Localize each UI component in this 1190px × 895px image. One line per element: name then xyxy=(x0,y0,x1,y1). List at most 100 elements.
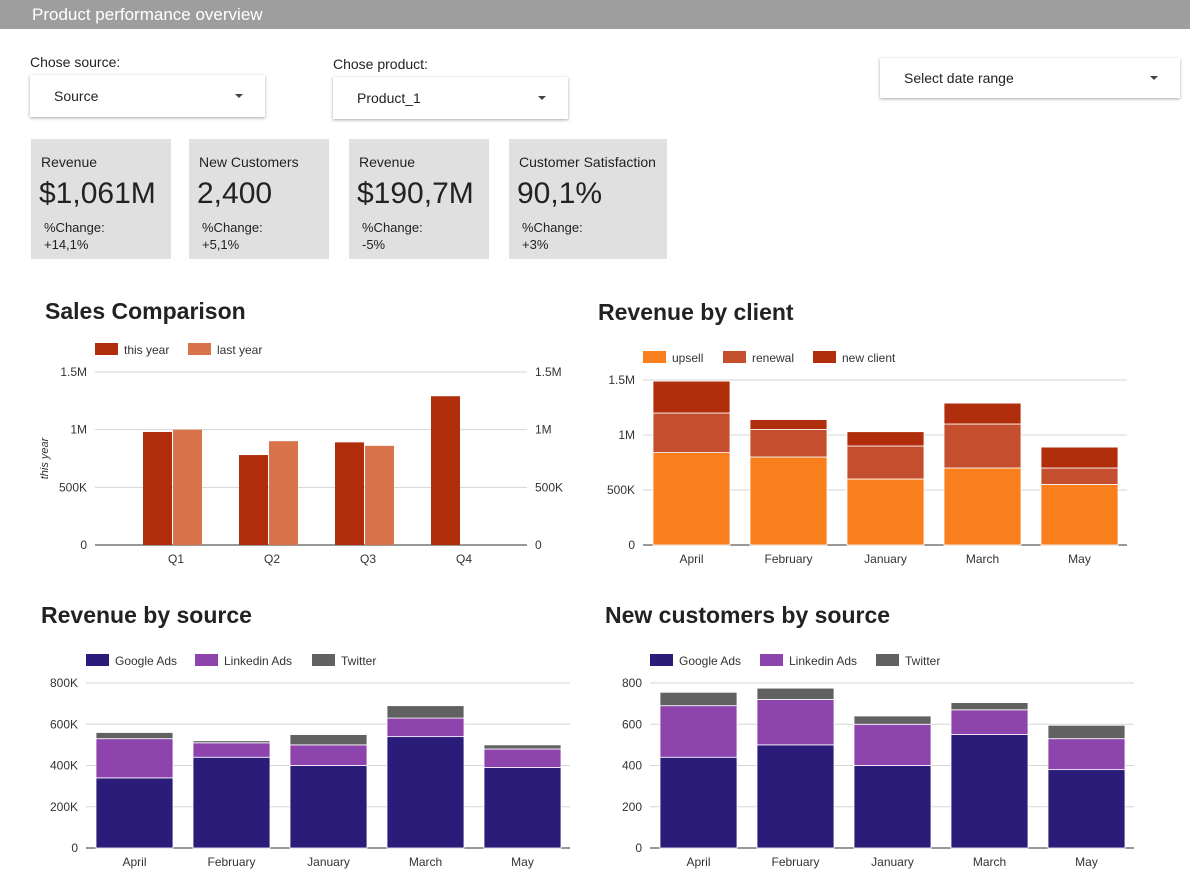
x-tick-label: January xyxy=(864,552,907,566)
bar-segment xyxy=(1047,769,1126,849)
kpi-value: 2,400 xyxy=(197,177,273,210)
y-tick-label: 500K xyxy=(607,483,635,497)
y-tick-label: 0 xyxy=(71,841,78,855)
kpi-value: $190,7M xyxy=(357,177,474,210)
bar-segment xyxy=(853,723,932,766)
kpi-change-value: +5,1% xyxy=(202,237,240,252)
y-tick-label: 0 xyxy=(628,538,635,552)
page-title: Product performance overview xyxy=(32,5,263,24)
date-range-dropdown[interactable]: Select date range xyxy=(880,58,1180,98)
bar-segment xyxy=(659,691,738,707)
bar-segment xyxy=(659,705,738,758)
legend-swatch xyxy=(723,351,746,363)
product-dropdown[interactable]: Product_1 xyxy=(333,77,568,119)
bar xyxy=(365,445,394,545)
bar-segment xyxy=(659,756,738,849)
bar-segment xyxy=(749,419,828,430)
x-tick-label: Q2 xyxy=(264,552,280,566)
x-tick-label: May xyxy=(1075,855,1098,869)
bar-segment xyxy=(483,744,562,750)
kpi-change-value: -5% xyxy=(362,237,386,252)
legend-swatch xyxy=(188,343,211,355)
bar-segment xyxy=(846,478,925,546)
x-tick-label: May xyxy=(511,855,534,869)
kpi-card-new-customers: New Customers 2,400 %Change: +5,1% xyxy=(189,139,329,259)
bar-segment xyxy=(943,467,1022,546)
y-right-tick-label: 1M xyxy=(535,423,552,437)
kpi-change-label: %Change: xyxy=(522,220,583,235)
bar xyxy=(239,455,268,545)
legend-swatch xyxy=(760,654,783,666)
y-tick-label: 500K xyxy=(59,480,87,494)
new-customers-by-source-title: New customers by source xyxy=(605,602,891,628)
legend-swatch xyxy=(312,654,335,666)
x-tick-label: January xyxy=(307,855,350,869)
bar-segment xyxy=(483,767,562,849)
y-tick-label: 1M xyxy=(70,423,87,437)
revenue-by-source-title: Revenue by source xyxy=(41,602,252,628)
kpi-value: 90,1% xyxy=(517,177,603,210)
legend-label: Linkedin Ads xyxy=(789,654,857,668)
legend-label: this year xyxy=(124,343,169,357)
x-tick-label: April xyxy=(686,855,710,869)
bar-segment xyxy=(652,452,731,546)
kpi-label: New Customers xyxy=(199,154,299,170)
y-tick-label: 400K xyxy=(50,759,78,773)
legend-swatch xyxy=(95,343,118,355)
y-tick-label: 400 xyxy=(622,759,642,773)
y-tick-label: 0 xyxy=(80,538,87,552)
bar-segment xyxy=(1040,484,1119,546)
bar-segment xyxy=(95,777,174,849)
y-axis-label: this year xyxy=(39,436,51,479)
kpi-label: Customer Satisfaction xyxy=(519,154,656,170)
legend-swatch xyxy=(876,654,899,666)
y-tick-label: 800K xyxy=(50,676,78,690)
kpi-label: Revenue xyxy=(41,154,98,170)
kpi-card-revenue: Revenue $1,061M %Change: +14,1% xyxy=(31,139,171,259)
legend-swatch xyxy=(650,654,673,666)
kpi-change-label: %Change: xyxy=(362,220,423,235)
legend-swatch xyxy=(86,654,109,666)
kpi-change-label: %Change: xyxy=(44,220,105,235)
legend-label: upsell xyxy=(672,351,703,365)
legend-label: Google Ads xyxy=(679,654,741,668)
header-bar: Product performance overview xyxy=(0,0,1190,29)
bar xyxy=(173,429,202,545)
bar-segment xyxy=(192,756,271,849)
bar-segment xyxy=(846,445,925,480)
x-tick-label: March xyxy=(966,552,999,566)
bar-segment xyxy=(749,456,828,546)
revenue-by-client-title: Revenue by client xyxy=(598,299,794,325)
legend-swatch xyxy=(813,351,836,363)
kpi-change-label: %Change: xyxy=(202,220,263,235)
x-tick-label: Q4 xyxy=(456,552,472,566)
bar-segment xyxy=(1047,738,1126,771)
legend-label: Linkedin Ads xyxy=(224,654,292,668)
source-dropdown-value: Source xyxy=(54,88,99,104)
y-right-tick-label: 0 xyxy=(535,538,542,552)
y-tick-label: 600 xyxy=(622,717,642,731)
bar-segment xyxy=(950,709,1029,735)
bar-segment xyxy=(846,431,925,447)
bar-segment xyxy=(943,402,1022,425)
legend-label: Twitter xyxy=(341,654,376,668)
sales-comparison-title: Sales Comparison xyxy=(45,298,246,324)
bar xyxy=(143,431,172,545)
source-dropdown[interactable]: Source xyxy=(30,75,265,117)
date-range-value: Select date range xyxy=(904,70,1014,86)
bar-segment xyxy=(386,705,465,719)
bar-segment xyxy=(756,699,835,746)
x-tick-label: Q3 xyxy=(360,552,376,566)
x-tick-label: February xyxy=(207,855,255,869)
x-tick-label: Q1 xyxy=(168,552,184,566)
bar xyxy=(269,441,298,545)
bar-segment xyxy=(652,380,731,414)
legend-swatch xyxy=(643,351,666,363)
y-right-tick-label: 1.5M xyxy=(535,365,562,379)
bar-segment xyxy=(652,412,731,453)
legend-label: Google Ads xyxy=(115,654,177,668)
legend-label: last year xyxy=(217,343,262,357)
